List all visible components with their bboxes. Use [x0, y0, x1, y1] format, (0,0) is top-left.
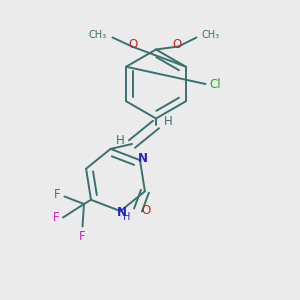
Text: O: O	[129, 38, 138, 52]
Text: O: O	[142, 203, 151, 217]
Text: H: H	[164, 115, 172, 128]
Text: CH₃: CH₃	[202, 30, 220, 40]
Text: N: N	[117, 206, 127, 219]
Text: CH₃: CH₃	[89, 30, 107, 40]
Text: H: H	[123, 212, 131, 221]
Text: F: F	[53, 211, 59, 224]
Text: F: F	[79, 230, 85, 243]
Text: F: F	[54, 188, 61, 202]
Text: N: N	[137, 152, 147, 165]
Text: Cl: Cl	[209, 77, 221, 91]
Text: H: H	[116, 134, 124, 148]
Text: O: O	[172, 38, 182, 52]
